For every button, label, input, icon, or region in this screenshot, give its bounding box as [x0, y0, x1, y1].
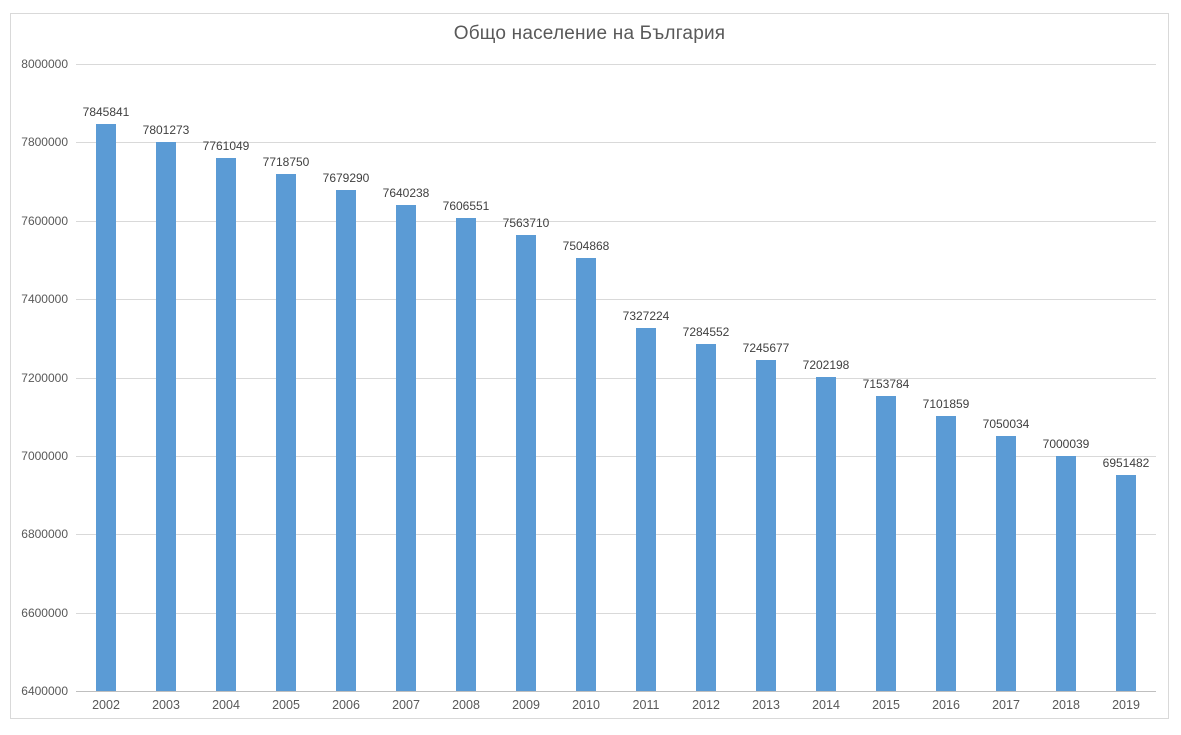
x-axis-tick-label: 2017	[992, 698, 1020, 712]
x-axis-tick-label: 2018	[1052, 698, 1080, 712]
bar-2004	[216, 157, 236, 691]
bar-2011	[636, 327, 656, 691]
bar-column: 7679290	[316, 64, 376, 691]
y-axis-tick-label: 6600000	[21, 605, 68, 620]
bar-column: 7718750	[256, 64, 316, 691]
bar-column: 7050034	[976, 64, 1036, 691]
gridline	[76, 534, 1156, 536]
gridline	[76, 455, 1156, 457]
bar-column: 7000039	[1036, 64, 1096, 691]
chart-title: Общо население на България	[453, 23, 726, 44]
bar-2009	[516, 234, 536, 691]
bar-value-label: 7761049	[202, 138, 250, 153]
bar-column: 7801273	[136, 64, 196, 691]
bar-column: 7153784	[856, 64, 916, 691]
bar-value-label: 7000039	[1042, 436, 1090, 451]
bar-2018	[1056, 455, 1076, 691]
bar-value-label: 7050034	[982, 417, 1030, 432]
gridline	[76, 64, 1156, 65]
bar-column: 7606551	[436, 64, 496, 691]
bar-column: 7101859	[916, 64, 976, 691]
x-axis-tick-label: 2016	[932, 698, 960, 712]
bar-column: 7845841	[76, 64, 136, 691]
bar-value-label: 7845841	[82, 105, 130, 120]
bar-value-label: 7284552	[682, 325, 730, 340]
bar-column: 7761049	[196, 64, 256, 691]
bar-2015	[876, 395, 896, 691]
bar-2013	[756, 359, 776, 691]
x-axis-tick-label: 2014	[812, 698, 840, 712]
x-axis-tick-label: 2004	[212, 698, 240, 712]
bar-column: 7284552	[676, 64, 736, 691]
bar-value-label: 7640238	[382, 185, 430, 200]
bar-2012	[696, 344, 716, 691]
bar-value-label: 7504868	[562, 239, 610, 254]
bar-column: 7245677	[736, 64, 796, 691]
bar-value-label: 7801273	[142, 122, 190, 137]
bar-column: 7202198	[796, 64, 856, 691]
bar-2002	[96, 124, 116, 691]
x-axis-line	[76, 691, 1156, 692]
bar-value-label: 7101859	[922, 396, 970, 411]
x-axis-tick-label: 2015	[872, 698, 900, 712]
y-axis-tick-label: 7400000	[21, 292, 68, 307]
bar-column: 6951482	[1096, 64, 1156, 691]
bar-column: 7327224	[616, 64, 676, 691]
x-axis-tick-label: 2007	[392, 698, 420, 712]
x-axis-tick-label: 2002	[92, 698, 120, 712]
gridline	[76, 299, 1156, 301]
y-axis-tick-label: 7800000	[21, 135, 68, 150]
bar-2006	[336, 189, 356, 691]
bar-2005	[276, 174, 296, 691]
bar-2019	[1116, 474, 1136, 691]
x-axis-tick-label: 2005	[272, 698, 300, 712]
bar-2017	[996, 436, 1016, 691]
bar-2010	[576, 258, 596, 691]
gridline	[76, 377, 1156, 379]
bar-column: 7640238	[376, 64, 436, 691]
gridline	[76, 220, 1156, 222]
bar-2003	[156, 141, 176, 691]
y-axis-tick-label: 7600000	[21, 213, 68, 228]
bar-2014	[816, 376, 836, 691]
y-axis-tick-label: 6400000	[21, 684, 68, 698]
gridline	[76, 142, 1156, 144]
x-axis-tick-label: 2010	[572, 698, 600, 712]
bar-value-label: 7245677	[742, 340, 790, 355]
plot-area: 6400000 6600000 6800000 7000000 7200000 74000…	[21, 57, 1156, 712]
bar-value-label: 7563710	[502, 215, 550, 230]
x-axis-tick-label: 2011	[632, 698, 660, 712]
chart-frame: Общо население на България 6400000 660000…	[10, 13, 1169, 719]
y-axis-tick-label: 8000000	[21, 57, 68, 71]
bar-value-label: 7679290	[322, 170, 370, 185]
bar-column: 7563710	[496, 64, 556, 691]
bar-value-label: 7606551	[442, 199, 490, 214]
bar-2008	[456, 218, 476, 691]
bar-value-label: 6951482	[1102, 455, 1150, 470]
y-axis-tick-label: 6800000	[21, 527, 68, 542]
x-axis-tick-label: 2003	[152, 698, 180, 712]
x-axis-tick-label: 2008	[452, 698, 480, 712]
bar-2007	[396, 204, 416, 691]
x-axis-tick-label: 2012	[692, 698, 720, 712]
x-axis-tick-label: 2006	[332, 698, 360, 712]
bar-value-label: 7327224	[622, 308, 670, 323]
bar-value-label: 7718750	[262, 155, 310, 170]
x-axis-tick-label: 2009	[512, 698, 540, 712]
x-axis-tick-label: 2019	[1112, 698, 1140, 712]
bar-value-label: 7153784	[862, 376, 910, 391]
x-axis-tick-label: 2013	[752, 698, 780, 712]
bar-value-label: 7202198	[802, 357, 850, 372]
bar-column: 7504868	[556, 64, 616, 691]
y-axis-tick-label: 7000000	[21, 448, 68, 463]
y-axis-tick-label: 7200000	[21, 370, 68, 385]
bar-2016	[936, 415, 956, 691]
gridline	[76, 612, 1156, 614]
